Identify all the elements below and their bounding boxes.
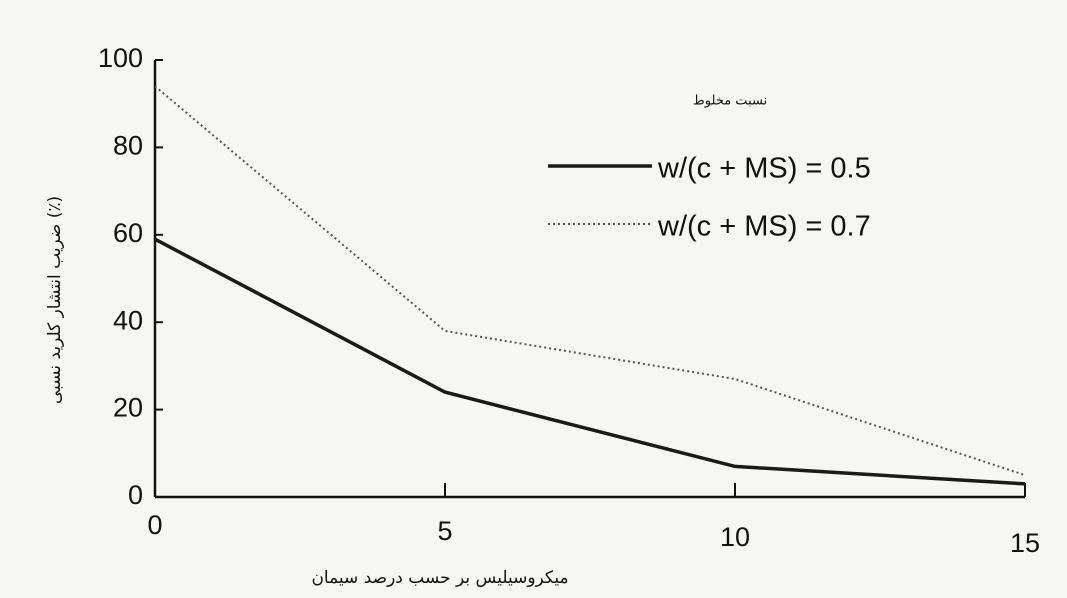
y-tick-label: 60	[113, 218, 143, 248]
legend-title: نسبت مخلوط	[693, 94, 767, 109]
y-axis-label: ضریب انتشار کلرید نسبی (٪)	[45, 196, 65, 404]
legend-label: w/(c + MS) = 0.7	[657, 211, 871, 243]
x-tick-label: 15	[1010, 528, 1040, 558]
x-tick-label: 0	[147, 510, 162, 540]
series-line	[154, 85, 1026, 477]
y-tick-label: 40	[113, 305, 143, 335]
legend-label: w/(c + MS) = 0.5	[657, 153, 871, 185]
y-tick-label: 100	[98, 43, 143, 73]
x-tick-label: 5	[437, 516, 452, 546]
x-axis-label: میکروسیلیس بر حسب درصد سیمان	[311, 568, 568, 588]
series-line	[154, 237, 1026, 486]
y-tick-label: 0	[128, 480, 143, 510]
y-tick-label: 80	[113, 131, 143, 161]
y-tick-label: 20	[113, 393, 143, 423]
x-tick-label: 10	[720, 522, 750, 552]
